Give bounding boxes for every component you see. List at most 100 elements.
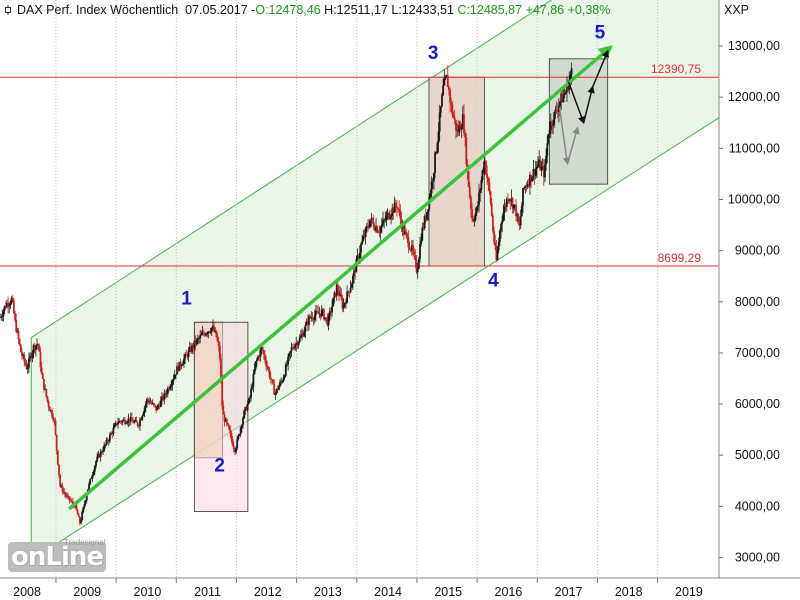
candle-body-465	[537, 164, 539, 167]
candle-body-364	[420, 240, 423, 245]
candle-body-361	[416, 268, 419, 273]
candle-body-171	[196, 338, 199, 340]
candle-body-444	[512, 204, 515, 209]
candle-body-292	[336, 284, 339, 291]
candle-body-161	[185, 353, 188, 355]
candle-body-129	[148, 400, 151, 403]
header-open: O:12478,46	[255, 3, 321, 17]
candle-body-346	[399, 210, 402, 219]
candle-body-392	[452, 114, 455, 118]
candle-body-183	[210, 327, 213, 332]
candle-body-435	[502, 212, 505, 221]
candle-body-34	[38, 345, 41, 352]
candle-body-216	[249, 397, 251, 399]
candle-body-126	[144, 403, 147, 408]
candle-body-238	[274, 393, 277, 395]
candle-icon	[5, 5, 11, 15]
candle-body-333	[384, 219, 387, 221]
candle-body-426	[492, 215, 494, 232]
candle-body-94	[107, 440, 110, 442]
candle-body-241	[277, 386, 280, 390]
candle-body-71	[81, 512, 84, 521]
candle-body-367	[423, 216, 426, 229]
candle-body-31	[34, 345, 37, 351]
candle-body-260	[299, 336, 302, 338]
candle-body-437	[504, 206, 507, 207]
candle-body-1	[0, 316, 3, 318]
candle-body-78	[89, 478, 92, 484]
y-tick-label-5000,00: 5000,00	[735, 448, 780, 462]
candle-body-150	[172, 378, 175, 381]
candle-body-85	[97, 454, 100, 457]
y-tick-label-10000,00: 10000,00	[728, 192, 780, 206]
candle-body-408	[471, 209, 473, 219]
candle-body-445	[513, 204, 516, 206]
candle-body-264	[304, 325, 307, 332]
candle-body-233	[268, 369, 271, 378]
header-low: L:12433,51	[391, 3, 454, 17]
wave-box-3	[428, 76, 485, 267]
candle-body-27	[30, 356, 33, 358]
candle-body-172	[198, 338, 200, 340]
candle-body-482	[556, 111, 559, 113]
instrument-title: DAX Perf. Index Wöchentlich	[17, 3, 179, 17]
candle-body-188	[216, 337, 219, 342]
chart-header: DAX Perf. Index Wöchentlich 07.05.2017 -…	[4, 3, 610, 17]
candle-body-228	[262, 350, 265, 355]
candle-body-144	[165, 393, 168, 395]
candle-body-395	[456, 129, 458, 131]
candle-body-338	[390, 215, 392, 218]
candle-body-360	[415, 260, 418, 273]
candle-body-48	[54, 420, 57, 435]
candle-body-411	[474, 213, 477, 220]
header-close: C:12485,87	[457, 3, 523, 17]
x-tick-label-2019: 2019	[675, 585, 703, 599]
candle-body-389	[449, 90, 451, 103]
x-tick-label-2016: 2016	[495, 585, 523, 599]
candle-body-40	[45, 388, 48, 397]
candle-body-419	[483, 161, 486, 168]
candle-body-149	[171, 380, 174, 386]
candle-body-280	[323, 309, 325, 320]
candle-body-484	[559, 101, 561, 107]
candle-body-134	[154, 404, 156, 406]
candle-body-122	[140, 419, 143, 421]
candle-body-431	[497, 241, 500, 251]
candle-body-304	[350, 283, 353, 288]
candle-body-339	[391, 208, 394, 216]
candle-body-114	[131, 417, 133, 421]
candle-body-316	[364, 228, 367, 237]
candle-body-365	[421, 227, 424, 241]
candle-body-181	[208, 331, 211, 333]
trend-arrow	[68, 45, 613, 511]
candle-body-123	[141, 415, 144, 420]
candle-body-448	[517, 214, 520, 224]
candle-body-140	[161, 396, 163, 401]
candle-body-232	[267, 367, 270, 370]
candle-body-491	[567, 83, 570, 91]
candle-body-208	[239, 427, 242, 435]
candle-body-378	[436, 142, 439, 153]
header-high: H:12511,17	[324, 3, 388, 17]
candle-body-30	[33, 345, 36, 351]
candle-body-154	[177, 366, 180, 371]
candle-body-343	[395, 206, 398, 209]
candle-body-72	[82, 507, 85, 513]
candle-body-52	[59, 475, 62, 487]
candle-body-237	[273, 383, 276, 395]
candle-body-461	[532, 169, 535, 178]
candle-body-273	[314, 310, 317, 316]
candle-body-182	[209, 331, 212, 333]
candle-body-199	[229, 429, 232, 434]
candle-body-277	[319, 313, 322, 317]
candle-body-115	[132, 420, 134, 423]
candle-body-53	[60, 485, 63, 487]
candle-body-341	[393, 202, 396, 213]
candle-body-49	[55, 434, 58, 451]
candle-body-166	[191, 345, 193, 352]
candle-body-485	[560, 93, 563, 102]
candle-body-276	[318, 313, 321, 315]
candle-body-44	[50, 410, 52, 412]
candle-body-267	[308, 316, 310, 326]
candle-body-14	[15, 319, 18, 332]
